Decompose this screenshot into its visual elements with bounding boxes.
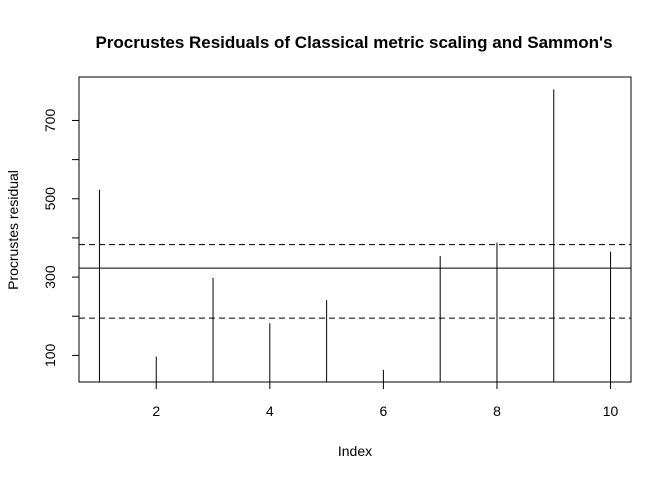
y-tick-label-100: 100 [42, 343, 58, 367]
chart-title: Procrustes Residuals of Classical metric… [95, 33, 612, 52]
y-axis-label: Procrustes residual [5, 170, 21, 290]
x-tick-label-2: 2 [152, 403, 160, 419]
x-tick-label-4: 4 [266, 403, 274, 419]
y-tick-label-500: 500 [42, 187, 58, 211]
x-axis-label: Index [338, 443, 372, 459]
plot-frame [78, 76, 632, 383]
residual-spikes [98, 89, 612, 383]
x-axis: 2 4 6 8 10 [152, 381, 619, 419]
y-axis: 100 300 500 700 [42, 109, 80, 367]
y-tick-label-300: 300 [42, 265, 58, 289]
x-tick-label-10: 10 [603, 403, 619, 419]
x-tick-label-6: 6 [379, 403, 387, 419]
y-tick-label-700: 700 [42, 109, 58, 133]
reference-lines [79, 244, 631, 319]
x-tick-label-8: 8 [493, 403, 501, 419]
